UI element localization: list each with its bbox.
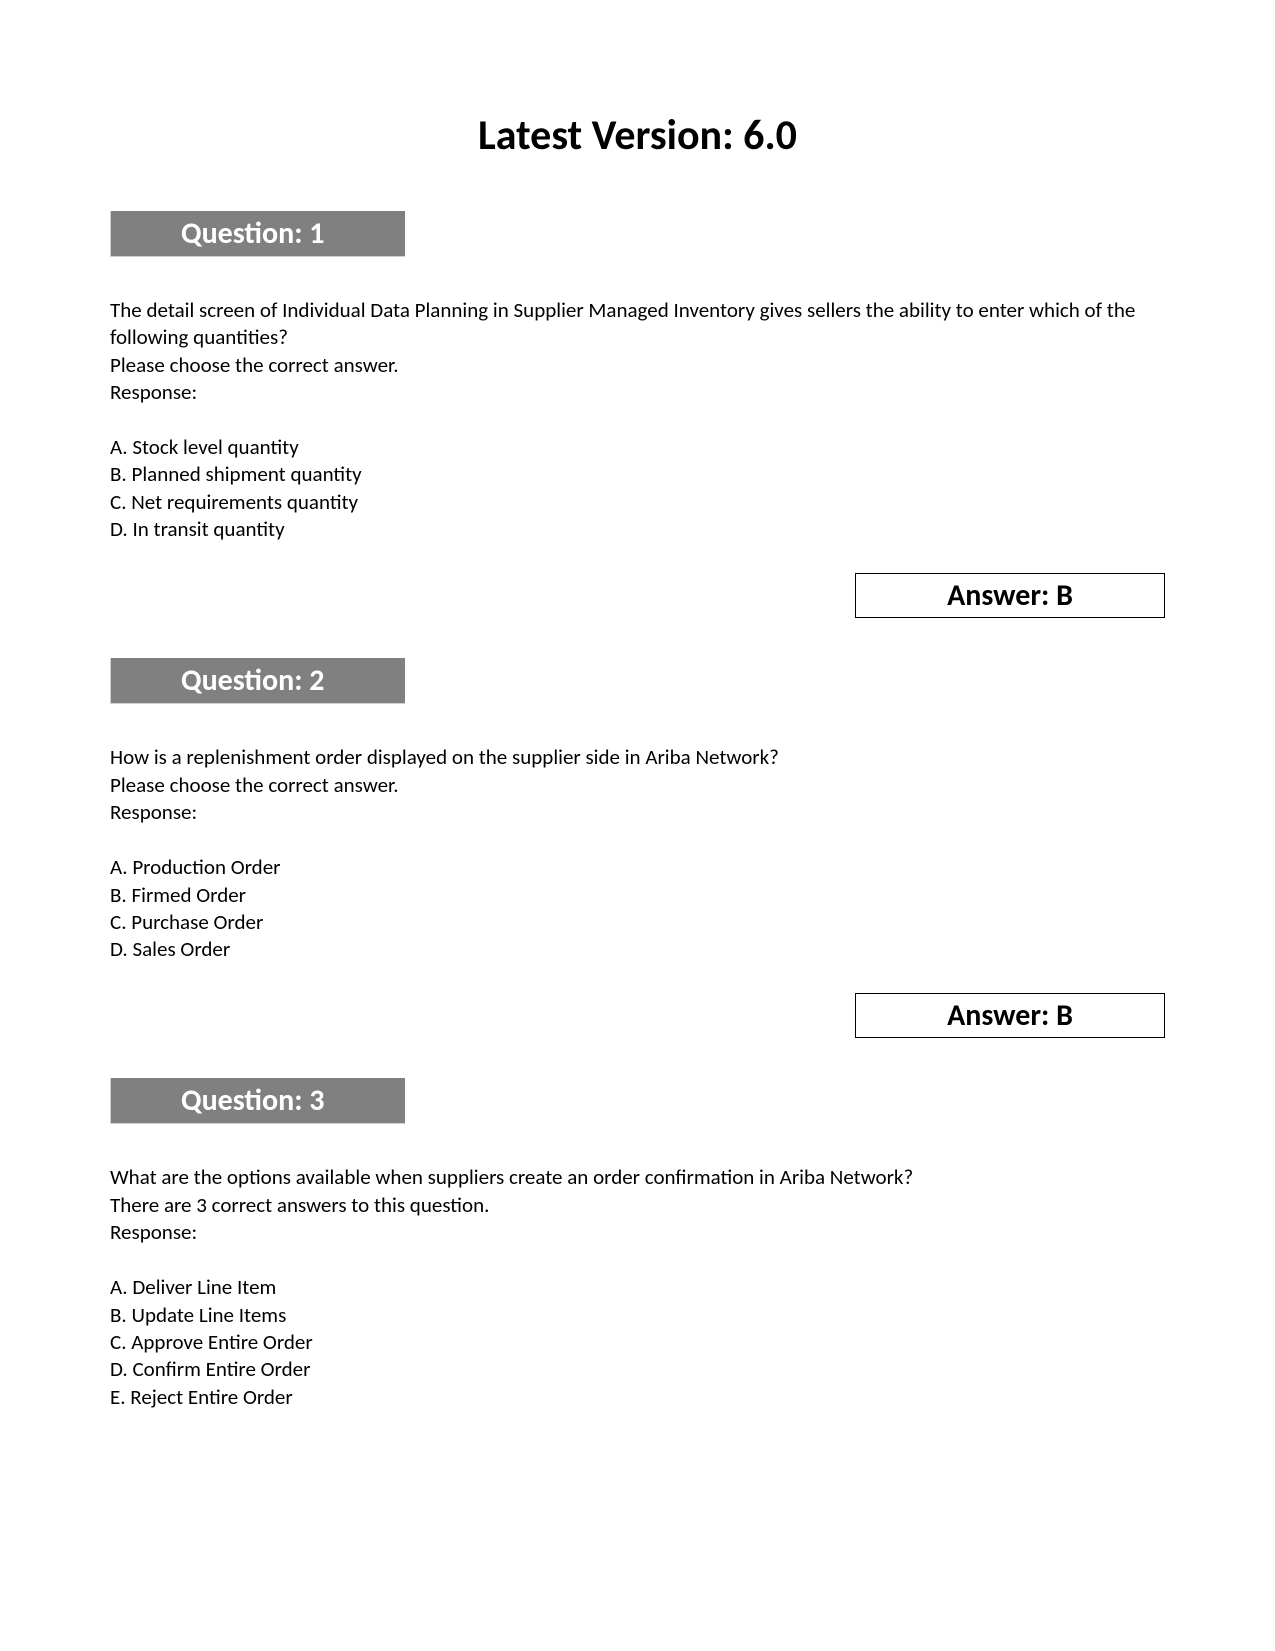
options-list: A. Deliver Line Item B. Update Line Item… <box>110 1274 1165 1410</box>
option: C. Purchase Order <box>110 909 1165 936</box>
question-block: Question: 3 What are the options availab… <box>110 1078 1165 1410</box>
answer-box: Answer: B <box>855 993 1165 1038</box>
prompt-line: Response: <box>110 379 1165 406</box>
prompt-line: What are the options available when supp… <box>110 1164 1165 1191</box>
question-prompt: How is a replenishment order displayed o… <box>110 744 1165 826</box>
answer-row: Answer: B <box>110 573 1165 618</box>
question-prompt: What are the options available when supp… <box>110 1164 1165 1246</box>
option: E. Reject Entire Order <box>110 1384 1165 1411</box>
options-list: A. Production Order B. Firmed Order C. P… <box>110 854 1165 963</box>
question-prompt: The detail screen of Individual Data Pla… <box>110 297 1165 406</box>
prompt-line: The detail screen of Individual Data Pla… <box>110 297 1165 352</box>
option: D. In transit quantity <box>110 516 1165 543</box>
option: C. Net requirements quantity <box>110 489 1165 516</box>
prompt-line: Please choose the correct answer. <box>110 352 1165 379</box>
option: A. Stock level quantity <box>110 434 1165 461</box>
option: D. Confirm Entire Order <box>110 1356 1165 1383</box>
options-list: A. Stock level quantity B. Planned shipm… <box>110 434 1165 543</box>
prompt-line: How is a replenishment order displayed o… <box>110 744 1165 771</box>
option: A. Deliver Line Item <box>110 1274 1165 1301</box>
option: B. Planned shipment quantity <box>110 461 1165 488</box>
option: B. Update Line Items <box>110 1302 1165 1329</box>
question-header: Question: 1 <box>110 211 405 257</box>
option: C. Approve Entire Order <box>110 1329 1165 1356</box>
question-block: Question: 1 The detail screen of Individ… <box>110 211 1165 618</box>
question-header: Question: 3 <box>110 1078 405 1124</box>
prompt-line: Please choose the correct answer. <box>110 772 1165 799</box>
option: A. Production Order <box>110 854 1165 881</box>
question-block: Question: 2 How is a replenishment order… <box>110 658 1165 1038</box>
option: B. Firmed Order <box>110 882 1165 909</box>
question-header: Question: 2 <box>110 658 405 704</box>
prompt-line: There are 3 correct answers to this ques… <box>110 1192 1165 1219</box>
prompt-line: Response: <box>110 1219 1165 1246</box>
answer-row: Answer: B <box>110 993 1165 1038</box>
prompt-line: Response: <box>110 799 1165 826</box>
option: D. Sales Order <box>110 936 1165 963</box>
answer-box: Answer: B <box>855 573 1165 618</box>
page-title: Latest Version: 6.0 <box>110 110 1165 161</box>
